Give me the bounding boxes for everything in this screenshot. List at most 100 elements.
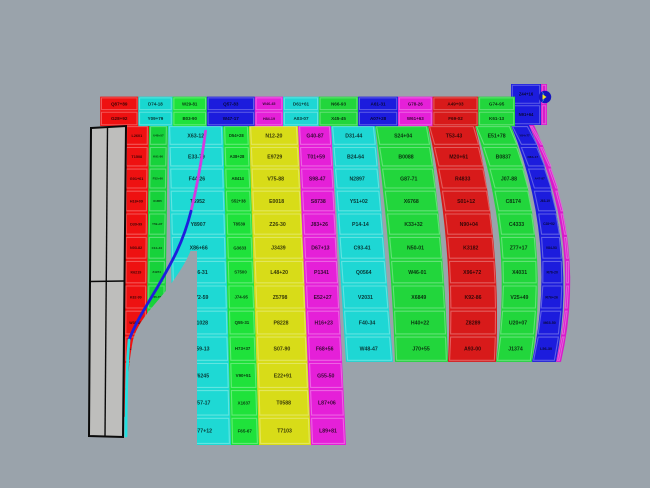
svg-text:J1374: J1374 — [508, 347, 523, 353]
svg-text:D39-99: D39-99 — [130, 222, 142, 226]
svg-text:V90+51: V90+51 — [236, 373, 252, 378]
svg-text:D74-18: D74-18 — [148, 101, 163, 106]
svg-text:H16+23: H16+23 — [315, 320, 333, 326]
svg-text:S7500: S7500 — [234, 270, 247, 275]
svg-text:F69-02: F69-02 — [448, 116, 463, 121]
svg-text:G01+61: G01+61 — [130, 177, 144, 181]
svg-text:T8539: T8539 — [233, 222, 246, 227]
svg-text:N03-82: N03-82 — [130, 246, 142, 250]
svg-text:H84-19: H84-19 — [263, 117, 275, 121]
svg-text:J83+26: J83+26 — [311, 222, 329, 228]
svg-text:X6768: X6768 — [404, 199, 419, 205]
svg-text:F40-34: F40-34 — [359, 320, 376, 326]
svg-text:V84-53: V84-53 — [546, 246, 557, 250]
svg-text:X63-12: X63-12 — [187, 133, 204, 139]
svg-text:N2897: N2897 — [349, 176, 364, 182]
svg-text:D31-44: D31-44 — [345, 133, 362, 139]
svg-text:J74-95: J74-95 — [235, 295, 249, 300]
svg-text:J07-88: J07-88 — [501, 176, 517, 182]
svg-text:R76+26: R76+26 — [545, 295, 558, 299]
svg-text:R4833: R4833 — [455, 176, 470, 182]
svg-text:G87-71: G87-71 — [400, 176, 417, 182]
svg-text:S07-90: S07-90 — [274, 347, 291, 353]
svg-text:P14-14: P14-14 — [352, 222, 369, 228]
svg-text:G74-95: G74-95 — [489, 101, 505, 106]
svg-text:E0018: E0018 — [269, 199, 284, 205]
svg-text:A07+28: A07+28 — [370, 116, 387, 121]
svg-text:N91+64: N91+64 — [519, 112, 534, 117]
svg-text:W61+63: W61+63 — [407, 116, 424, 121]
svg-text:Z4974: Z4974 — [152, 270, 161, 274]
svg-text:Z8289: Z8289 — [466, 320, 481, 326]
svg-text:J70+55: J70+55 — [412, 347, 430, 353]
svg-text:U48+57: U48+57 — [153, 134, 164, 138]
svg-text:Q0564: Q0564 — [356, 270, 372, 276]
svg-text:P1341: P1341 — [314, 270, 329, 276]
svg-text:L87+06: L87+06 — [318, 401, 336, 407]
svg-text:S01+12: S01+12 — [457, 199, 475, 205]
svg-text:V2031: V2031 — [358, 295, 373, 301]
svg-text:B0837: B0837 — [496, 155, 511, 161]
svg-text:K6219: K6219 — [130, 270, 141, 274]
svg-text:N50-01: N50-01 — [407, 246, 424, 252]
svg-text:Y84+77: Y84+77 — [519, 134, 530, 138]
svg-text:T01+59: T01+59 — [307, 155, 325, 161]
svg-text:A03-07: A03-07 — [293, 116, 309, 121]
svg-text:P8228: P8228 — [273, 320, 288, 326]
svg-text:N12-20: N12-20 — [265, 133, 282, 139]
svg-text:E9729: E9729 — [267, 155, 282, 161]
svg-text:A61-31: A61-31 — [371, 101, 387, 106]
svg-text:R76-20: R76-20 — [546, 270, 558, 274]
svg-text:W29-81: W29-81 — [182, 101, 198, 106]
svg-text:A8414: A8414 — [232, 176, 245, 181]
svg-text:Q55-31: Q55-31 — [235, 320, 250, 325]
svg-text:Q57-83: Q57-83 — [223, 101, 239, 106]
svg-text:B0088: B0088 — [398, 155, 413, 161]
svg-text:E22+91: E22+91 — [274, 373, 292, 379]
svg-text:L2601: L2601 — [132, 134, 143, 138]
svg-text:C93-41: C93-41 — [354, 246, 371, 252]
svg-text:Z5798: Z5798 — [273, 295, 288, 301]
svg-text:N90+04: N90+04 — [460, 222, 478, 228]
svg-text:W46-01: W46-01 — [408, 270, 426, 276]
svg-text:H73+37: H73+37 — [235, 346, 251, 351]
svg-text:Z26-30: Z26-30 — [269, 222, 286, 228]
svg-text:G3633: G3633 — [233, 245, 247, 250]
svg-text:X45-45: X45-45 — [331, 116, 346, 121]
svg-text:K3182: K3182 — [463, 246, 478, 252]
svg-text:A38+28: A38+28 — [230, 154, 245, 159]
svg-text:H40+22: H40+22 — [411, 320, 429, 326]
svg-text:G78-26: G78-26 — [408, 101, 424, 106]
svg-text:H18+09: H18+09 — [130, 199, 143, 203]
svg-text:N66-93: N66-93 — [331, 101, 347, 106]
svg-text:A47-87: A47-87 — [535, 177, 545, 181]
svg-text:D54+28: D54+28 — [229, 133, 244, 138]
svg-text:K82-99: K82-99 — [130, 295, 142, 299]
svg-text:Y09+79: Y09+79 — [148, 116, 164, 121]
svg-text:D67+13: D67+13 — [311, 246, 329, 252]
svg-text:V25+49: V25+49 — [510, 295, 528, 301]
svg-text:D61+61: D61+61 — [293, 101, 310, 106]
svg-text:C14+10: C14+10 — [152, 246, 163, 250]
svg-text:S98-47: S98-47 — [309, 176, 326, 182]
svg-text:E51+78: E51+78 — [488, 133, 506, 139]
svg-text:L56-30: L56-30 — [540, 347, 552, 351]
svg-text:X6849: X6849 — [411, 295, 426, 301]
svg-text:S8738: S8738 — [311, 199, 326, 205]
svg-text:F52+60: F52+60 — [153, 177, 164, 181]
svg-text:M20+61: M20+61 — [449, 155, 468, 161]
svg-text:T53-43: T53-43 — [446, 133, 463, 139]
svg-text:K91-86: K91-86 — [153, 155, 163, 159]
svg-text:G55-50: G55-50 — [317, 373, 334, 379]
svg-text:W47-17: W47-17 — [223, 116, 240, 121]
svg-text:T1508: T1508 — [131, 155, 142, 159]
svg-text:C8174: C8174 — [506, 199, 521, 205]
svg-text:M65-50: M65-50 — [543, 321, 556, 325]
svg-text:F65-67: F65-67 — [238, 428, 253, 433]
svg-text:V75-88: V75-88 — [267, 176, 284, 182]
svg-text:U20+07: U20+07 — [509, 320, 527, 326]
svg-text:A49+03: A49+03 — [447, 101, 464, 106]
svg-text:T7103: T7103 — [277, 429, 292, 435]
svg-text:L89+81: L89+81 — [319, 429, 337, 435]
svg-text:E52+27: E52+27 — [314, 295, 332, 301]
